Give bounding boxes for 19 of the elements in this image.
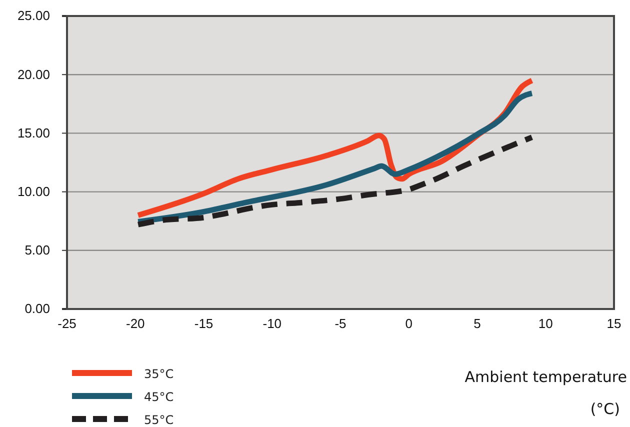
legend-label: 55°C [144, 413, 174, 427]
y-tick-label: 5.00 [24, 242, 50, 258]
x-tick-label: 0 [405, 316, 412, 332]
x-tick-label: -20 [126, 316, 145, 332]
y-tick-label: 10.00 [17, 184, 50, 199]
x-tick-label: 5 [474, 316, 481, 332]
y-tick-label: 25.00 [17, 8, 50, 24]
legend-label: 45°C [144, 390, 174, 404]
x-tick-label: -10 [262, 316, 282, 332]
x-tick-label: 15 [606, 316, 622, 332]
y-tick-label: 15.00 [17, 125, 50, 140]
x-tick-label: -15 [194, 316, 214, 332]
y-tick-label: 20.00 [17, 66, 50, 82]
x-axis-title: Ambient temperature (°C) [464, 368, 627, 418]
x-tick-label: -5 [334, 316, 346, 332]
legend-label: 35°C [144, 367, 174, 381]
y-tick-label: 0.00 [24, 301, 50, 316]
x-tick-label: -25 [58, 316, 76, 332]
x-tick-label: 10 [538, 316, 553, 332]
